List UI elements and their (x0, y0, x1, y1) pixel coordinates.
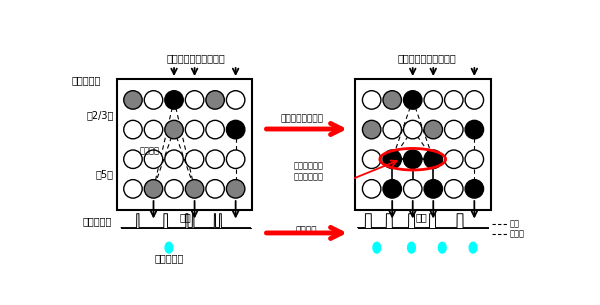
Text: 練習を繰り返すと: 練習を繰り返すと (281, 114, 323, 124)
Polygon shape (407, 242, 415, 253)
Text: 第5層: 第5層 (95, 169, 113, 179)
Circle shape (185, 150, 204, 168)
Circle shape (362, 120, 381, 139)
Circle shape (165, 91, 183, 109)
Circle shape (403, 180, 422, 198)
Circle shape (465, 120, 484, 139)
Text: 新しい回路が
大脳に出来て: 新しい回路が 大脳に出来て (293, 162, 323, 181)
Circle shape (226, 120, 245, 139)
Circle shape (124, 150, 142, 168)
Circle shape (144, 120, 163, 139)
Circle shape (424, 180, 443, 198)
Circle shape (362, 91, 381, 109)
Circle shape (144, 180, 163, 198)
Circle shape (206, 180, 224, 198)
Circle shape (124, 91, 142, 109)
Circle shape (124, 120, 142, 139)
Polygon shape (469, 242, 477, 253)
Text: 定位置: 定位置 (510, 229, 525, 238)
Text: 脊髄: 脊髄 (416, 213, 427, 223)
Circle shape (185, 91, 204, 109)
Circle shape (124, 180, 142, 198)
Circle shape (383, 150, 401, 168)
Polygon shape (439, 242, 446, 253)
Circle shape (403, 120, 422, 139)
Circle shape (465, 150, 484, 168)
Circle shape (362, 150, 381, 168)
Text: 脊髄: 脊髄 (180, 213, 192, 223)
Circle shape (165, 180, 183, 198)
Circle shape (424, 150, 443, 168)
Text: 他の脳領域からの信号: 他の脳領域からの信号 (397, 53, 456, 63)
Polygon shape (165, 242, 173, 253)
Polygon shape (373, 242, 380, 253)
Circle shape (165, 120, 183, 139)
Circle shape (226, 180, 245, 198)
Bar (355, 79, 491, 210)
Text: レバー運動: レバー運動 (83, 217, 112, 226)
Text: 水（報酬）: 水（報酬） (154, 253, 184, 263)
Circle shape (383, 180, 401, 198)
Circle shape (362, 180, 381, 198)
Circle shape (445, 150, 463, 168)
Circle shape (144, 91, 163, 109)
Text: 大脳運動野: 大脳運動野 (72, 76, 101, 85)
Circle shape (226, 91, 245, 109)
Text: 神経細胞: 神経細胞 (140, 146, 160, 156)
Circle shape (465, 180, 484, 198)
Circle shape (445, 91, 463, 109)
Circle shape (383, 120, 401, 139)
Circle shape (445, 180, 463, 198)
Circle shape (165, 150, 183, 168)
Circle shape (403, 91, 422, 109)
Circle shape (226, 150, 245, 168)
Circle shape (206, 120, 224, 139)
Text: 他の脳領域からの信号: 他の脳領域からの信号 (166, 53, 225, 63)
Circle shape (445, 120, 463, 139)
Circle shape (206, 91, 224, 109)
Text: 上達！！: 上達！！ (296, 226, 317, 235)
Circle shape (206, 150, 224, 168)
Circle shape (465, 91, 484, 109)
Circle shape (185, 180, 204, 198)
Text: 第2/3層: 第2/3層 (86, 110, 113, 120)
Circle shape (424, 91, 443, 109)
Text: 引き: 引き (510, 219, 520, 228)
Circle shape (403, 150, 422, 168)
Circle shape (383, 91, 401, 109)
Circle shape (424, 120, 443, 139)
Circle shape (185, 120, 204, 139)
Bar (116, 79, 252, 210)
Circle shape (144, 150, 163, 168)
